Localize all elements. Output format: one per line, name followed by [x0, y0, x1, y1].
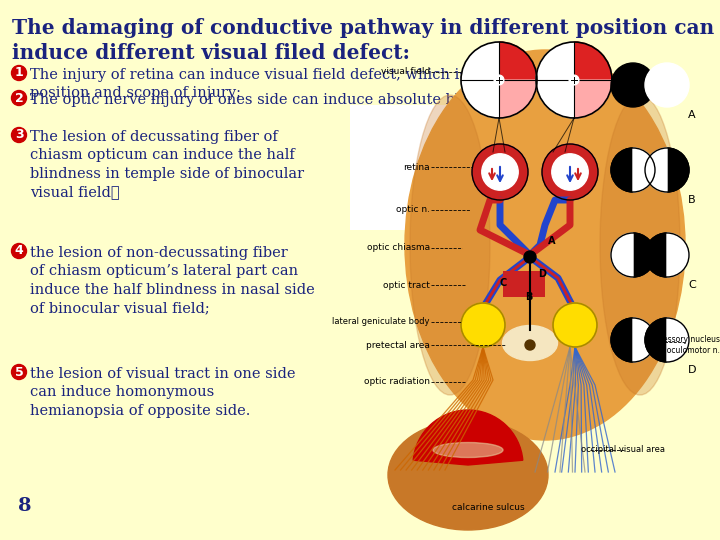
Wedge shape: [645, 233, 667, 277]
Text: B: B: [525, 292, 532, 302]
FancyBboxPatch shape: [350, 105, 465, 230]
Text: C: C: [500, 278, 508, 288]
Ellipse shape: [410, 95, 490, 395]
Circle shape: [472, 144, 528, 200]
Text: optic tract: optic tract: [383, 280, 430, 289]
Text: The lesion of decussating fiber of
chiasm opticum can induce the half
blindness : The lesion of decussating fiber of chias…: [30, 130, 304, 199]
Text: 8: 8: [18, 497, 32, 515]
Circle shape: [524, 251, 536, 263]
Circle shape: [12, 364, 27, 380]
Ellipse shape: [388, 420, 548, 530]
Text: lateral geniculate body: lateral geniculate body: [333, 318, 430, 327]
Circle shape: [12, 127, 27, 143]
Wedge shape: [667, 148, 689, 192]
Circle shape: [12, 91, 27, 105]
Text: The injury of retina can induce visual field defect, which is related to the
pos: The injury of retina can induce visual f…: [30, 68, 572, 100]
Wedge shape: [499, 42, 537, 80]
Wedge shape: [413, 410, 523, 465]
Wedge shape: [667, 318, 689, 362]
Wedge shape: [633, 148, 655, 192]
Text: pretectal area: pretectal area: [366, 341, 430, 349]
Wedge shape: [667, 233, 689, 277]
Text: induce different visual filed defect:: induce different visual filed defect:: [12, 43, 410, 63]
Wedge shape: [536, 42, 574, 80]
Text: C: C: [688, 280, 696, 290]
Text: D: D: [538, 269, 546, 279]
Wedge shape: [461, 80, 499, 118]
Circle shape: [569, 75, 579, 85]
Ellipse shape: [433, 442, 503, 457]
Wedge shape: [611, 148, 633, 192]
Text: the lesion of non-decussating fiber
of chiasm opticum’s lateral part can
induce : the lesion of non-decussating fiber of c…: [30, 246, 315, 315]
Wedge shape: [574, 80, 612, 118]
Ellipse shape: [600, 95, 680, 395]
Circle shape: [494, 75, 504, 85]
Text: retina: retina: [403, 163, 430, 172]
Text: 2: 2: [14, 91, 23, 105]
Circle shape: [472, 144, 528, 200]
Text: optic chiasma: optic chiasma: [367, 244, 430, 253]
Text: optic radiation: optic radiation: [364, 377, 430, 387]
Text: occipital visual area: occipital visual area: [581, 446, 665, 455]
Text: optic n.: optic n.: [396, 206, 430, 214]
Wedge shape: [645, 318, 667, 362]
Text: B: B: [688, 195, 696, 205]
Wedge shape: [611, 318, 633, 362]
Text: D: D: [688, 365, 696, 375]
Circle shape: [542, 144, 598, 200]
Circle shape: [611, 63, 655, 107]
Circle shape: [12, 65, 27, 80]
Circle shape: [525, 340, 535, 350]
Wedge shape: [645, 148, 667, 192]
Text: 5: 5: [14, 366, 23, 379]
Circle shape: [552, 154, 588, 190]
Text: 1: 1: [14, 66, 23, 79]
Text: A: A: [688, 110, 696, 120]
Circle shape: [542, 144, 598, 200]
Text: the lesion of visual tract in one side
can induce homonymous
hemianopsia of oppo: the lesion of visual tract in one side c…: [30, 367, 295, 418]
Text: calcarine sulcus: calcarine sulcus: [451, 503, 524, 512]
Circle shape: [461, 303, 505, 347]
Text: 3: 3: [14, 129, 23, 141]
Text: A: A: [548, 236, 556, 246]
FancyBboxPatch shape: [503, 271, 545, 297]
Wedge shape: [536, 80, 574, 118]
Wedge shape: [461, 42, 499, 80]
Wedge shape: [611, 233, 633, 277]
Wedge shape: [633, 233, 655, 277]
Wedge shape: [574, 42, 612, 80]
Ellipse shape: [503, 326, 557, 361]
Circle shape: [553, 303, 597, 347]
Text: The optic nerve injury of ones side can induce absolute blindness of this eye；: The optic nerve injury of ones side can …: [30, 93, 607, 107]
Ellipse shape: [405, 50, 685, 440]
Wedge shape: [499, 80, 537, 118]
Circle shape: [645, 63, 689, 107]
Circle shape: [12, 244, 27, 259]
Text: accessory nucleus
of oculomotor n.: accessory nucleus of oculomotor n.: [650, 335, 720, 355]
Text: 4: 4: [14, 245, 23, 258]
Wedge shape: [633, 318, 655, 362]
Text: visual field: visual field: [381, 68, 430, 77]
Circle shape: [482, 154, 518, 190]
Text: The damaging of conductive pathway in different position can: The damaging of conductive pathway in di…: [12, 18, 714, 38]
